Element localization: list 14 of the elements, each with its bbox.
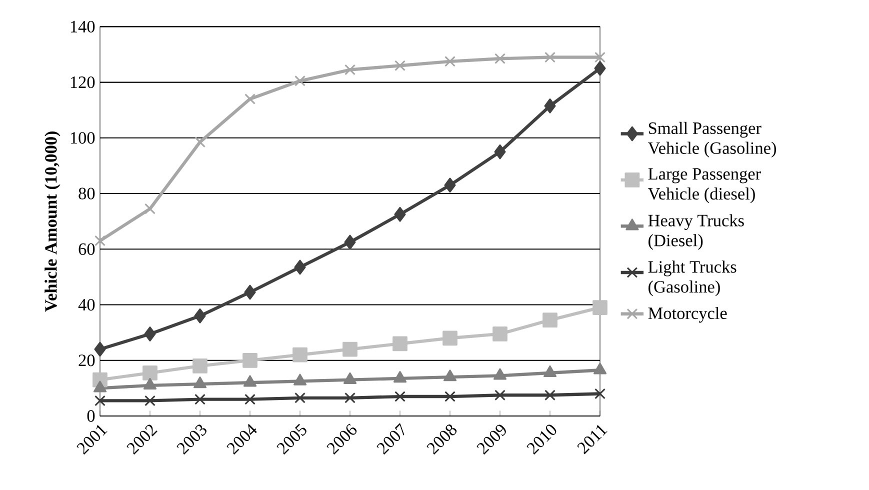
legend-label: Motorcycle [648,306,727,323]
legend-label: Light Trucks (Gasoline) [648,260,736,296]
y-tick-label: 140 [70,20,95,32]
y-tick-label: 80 [78,188,95,200]
y-tick-label: 20 [78,354,95,366]
legend-label: Heavy Trucks (Diesel) [648,214,744,250]
y-axis-title: Vehicle Amount (10,000) [44,132,60,312]
y-tick-label: 40 [78,298,95,311]
y-tick-label: 60 [78,243,95,255]
y-tick-label: 100 [70,132,95,144]
legend-label: Small Passenger Vehicle (Gasoline) [648,122,776,158]
legend-label: Large Passenger Vehicle (diesel) [648,168,761,204]
y-tick-label: 120 [70,76,95,88]
y-tick-label: 0 [87,410,95,422]
